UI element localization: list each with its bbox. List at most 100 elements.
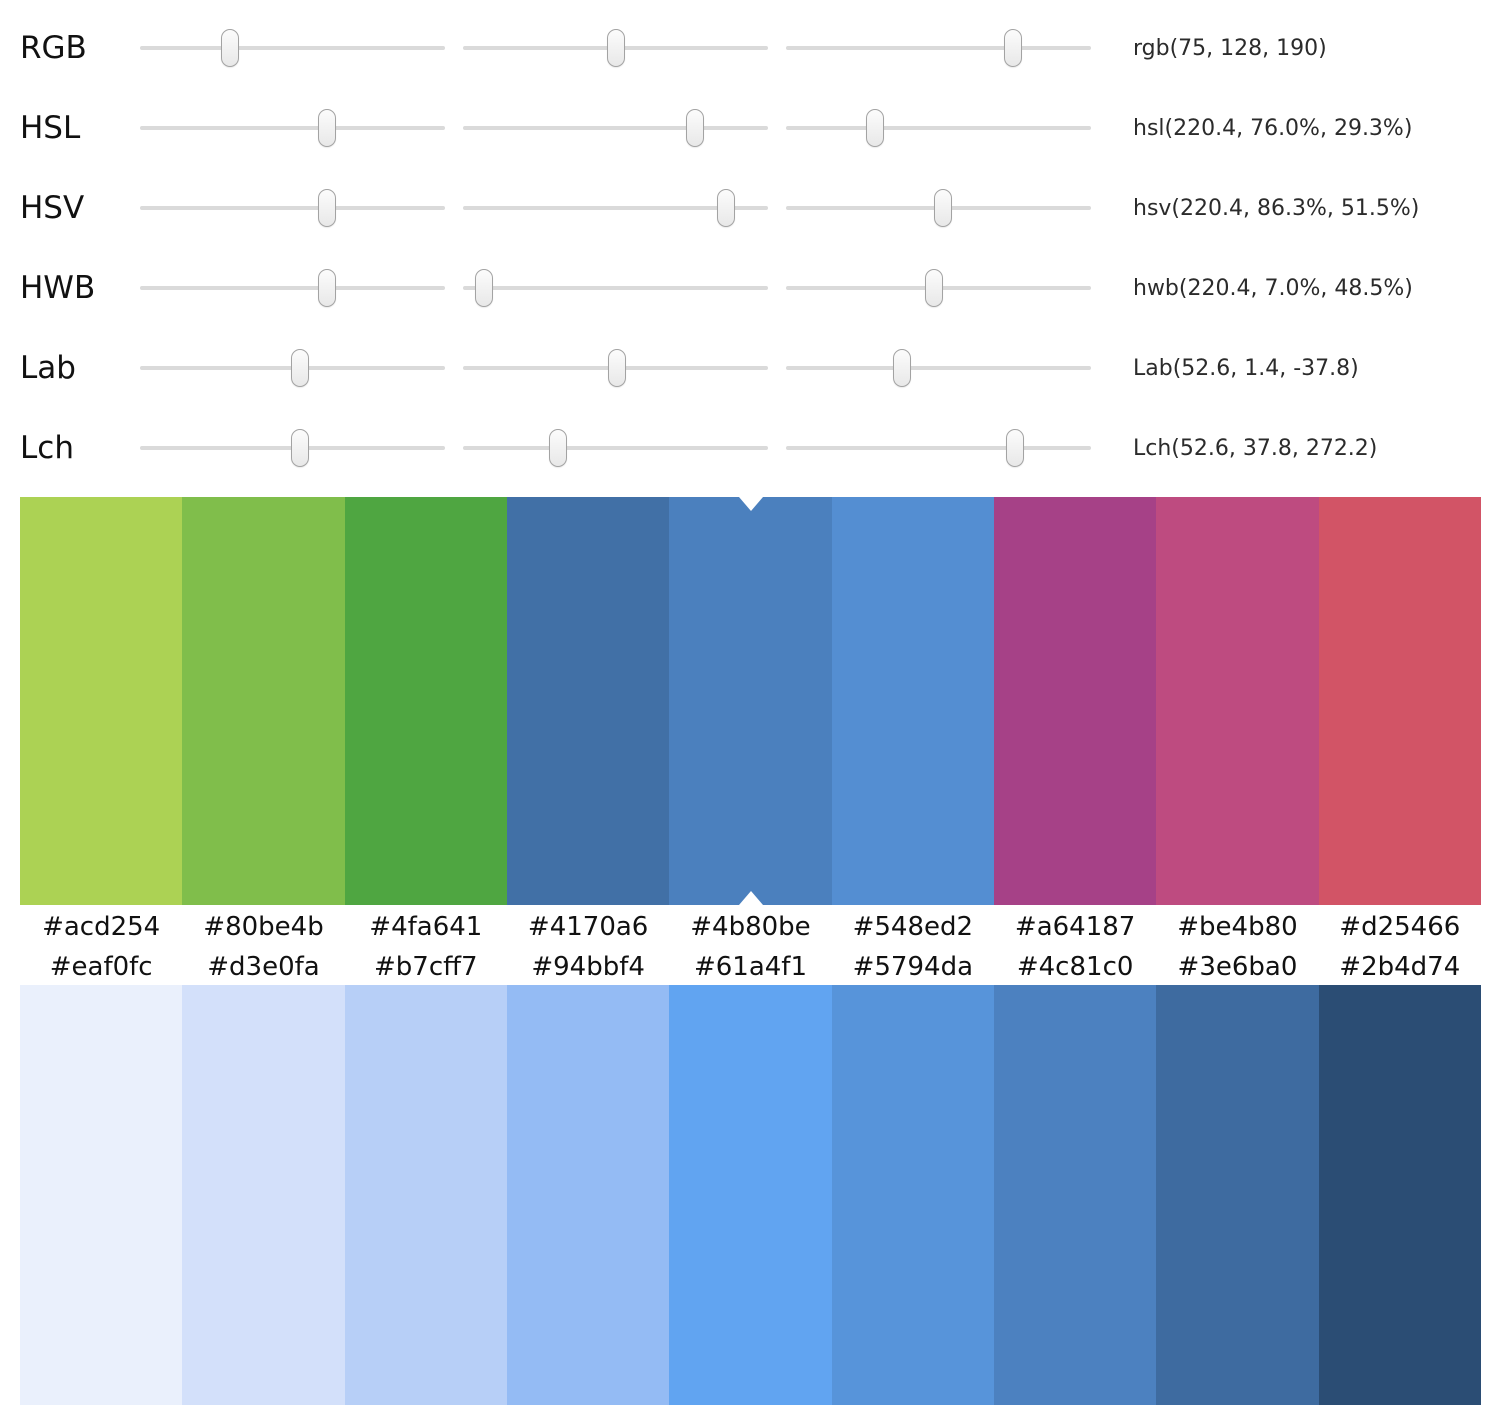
slider-hsv-saturation[interactable] xyxy=(463,185,768,231)
tint-swatch-6[interactable] xyxy=(993,985,1157,1405)
tint-palette xyxy=(20,985,1481,1405)
slider-thumb[interactable] xyxy=(290,349,309,387)
slider-rgb-red[interactable] xyxy=(140,25,445,71)
slider-thumb[interactable] xyxy=(317,109,336,147)
slider-track[interactable] xyxy=(786,366,1091,370)
slider-track[interactable] xyxy=(786,46,1091,50)
hsl-label: HSL xyxy=(20,110,81,146)
slider-track[interactable] xyxy=(786,126,1091,130)
slider-thumb[interactable] xyxy=(892,349,911,387)
hue-swatch-1[interactable] xyxy=(182,497,345,905)
slider-lab-a[interactable] xyxy=(463,345,768,391)
hue-hex-3: #4170a6 xyxy=(527,912,649,942)
hwb-label: HWB xyxy=(20,270,96,306)
slider-thumb[interactable] xyxy=(1005,429,1024,467)
slider-track[interactable] xyxy=(140,126,445,130)
slider-row-hwb: HWB hwb(220.4, 7.0%, 48.5%) xyxy=(0,248,1501,328)
tint-swatch-3[interactable] xyxy=(506,985,670,1405)
hue-swatch-5[interactable] xyxy=(831,497,994,905)
hue-hex-0: #acd254 xyxy=(42,912,161,942)
slider-rgb-blue[interactable] xyxy=(786,25,1091,71)
hue-palette xyxy=(20,497,1481,905)
slider-track[interactable] xyxy=(786,446,1091,450)
hue-swatch-6[interactable] xyxy=(993,497,1157,905)
slider-lch-c[interactable] xyxy=(463,425,768,471)
lab-label: Lab xyxy=(20,350,76,386)
slider-thumb[interactable] xyxy=(1004,29,1023,67)
tint-swatch-1[interactable] xyxy=(182,985,345,1405)
slider-row-hsv: HSV hsv(220.4, 86.3%, 51.5%) xyxy=(0,168,1501,248)
slider-hsl-lightness[interactable] xyxy=(786,105,1091,151)
tint-hex-6: #4c81c0 xyxy=(1016,952,1134,982)
hue-hex-4: #4b80be xyxy=(690,912,811,942)
slider-row-lch: Lch Lch(52.6, 37.8, 272.2) xyxy=(0,408,1501,488)
tint-hex-0: #eaf0fc xyxy=(49,952,153,982)
slider-row-hsl: HSL hsl(220.4, 76.0%, 29.3%) xyxy=(0,88,1501,168)
tint-hex-5: #5794da xyxy=(852,952,973,982)
slider-lab-l[interactable] xyxy=(140,345,445,391)
color-slider-panel: RGB rgb(75, 128, 190) HSL hsl(220. xyxy=(0,0,1501,488)
slider-thumb[interactable] xyxy=(924,269,943,307)
tint-hex-labels: #eaf0fc #d3e0fa #b7cff7 #94bbf4 #61a4f1 … xyxy=(20,949,1481,985)
hue-hex-1: #80be4b xyxy=(203,912,324,942)
slider-track[interactable] xyxy=(463,206,768,210)
slider-hwb-whiteness[interactable] xyxy=(463,265,768,311)
tint-hex-1: #d3e0fa xyxy=(207,952,320,982)
lab-value: Lab(52.6, 1.4, -37.8) xyxy=(1133,355,1359,381)
slider-thumb[interactable] xyxy=(548,429,567,467)
hue-swatch-3[interactable] xyxy=(506,497,670,905)
tint-swatch-7[interactable] xyxy=(1156,985,1319,1405)
hue-hex-6: #a64187 xyxy=(1014,912,1136,942)
hue-hex-8: #d25466 xyxy=(1339,912,1461,942)
tint-swatch-8[interactable] xyxy=(1318,985,1481,1405)
slider-thumb[interactable] xyxy=(290,429,309,467)
slider-thumb[interactable] xyxy=(317,269,336,307)
hue-hex-labels: #acd254 #80be4b #4fa641 #4170a6 #4b80be … xyxy=(20,905,1481,949)
slider-thumb[interactable] xyxy=(475,269,494,307)
slider-track[interactable] xyxy=(463,126,768,130)
hue-swatch-0[interactable] xyxy=(20,497,183,905)
slider-rgb-green[interactable] xyxy=(463,25,768,71)
tint-hex-3: #94bbf4 xyxy=(531,952,645,982)
slider-lab-b[interactable] xyxy=(786,345,1091,391)
tint-swatch-4[interactable] xyxy=(669,985,832,1405)
hue-swatch-8[interactable] xyxy=(1318,497,1481,905)
tint-hex-7: #3e6ba0 xyxy=(1177,952,1298,982)
hsv-label: HSV xyxy=(20,190,85,226)
slider-thumb[interactable] xyxy=(717,189,736,227)
slider-hsl-hue[interactable] xyxy=(140,105,445,151)
slider-thumb[interactable] xyxy=(866,109,885,147)
hsv-value: hsv(220.4, 86.3%, 51.5%) xyxy=(1133,195,1420,221)
tint-swatch-5[interactable] xyxy=(831,985,994,1405)
hue-swatch-2[interactable] xyxy=(344,497,507,905)
slider-thumb[interactable] xyxy=(317,189,336,227)
slider-row-rgb: RGB rgb(75, 128, 190) xyxy=(0,8,1501,88)
tint-swatch-0[interactable] xyxy=(20,985,183,1405)
hue-swatch-4[interactable] xyxy=(669,497,832,905)
slider-lch-l[interactable] xyxy=(140,425,445,471)
slider-thumb[interactable] xyxy=(934,189,953,227)
slider-track[interactable] xyxy=(140,206,445,210)
slider-thumb[interactable] xyxy=(220,29,239,67)
hue-swatch-7[interactable] xyxy=(1156,497,1319,905)
slider-track[interactable] xyxy=(463,286,768,290)
tint-hex-4: #61a4f1 xyxy=(693,952,807,982)
slider-track[interactable] xyxy=(463,446,768,450)
slider-hwb-hue[interactable] xyxy=(140,265,445,311)
hsl-value: hsl(220.4, 76.0%, 29.3%) xyxy=(1133,115,1413,141)
slider-thumb[interactable] xyxy=(608,349,627,387)
slider-hsv-value[interactable] xyxy=(786,185,1091,231)
slider-hwb-blackness[interactable] xyxy=(786,265,1091,311)
slider-thumb[interactable] xyxy=(685,109,704,147)
rgb-value: rgb(75, 128, 190) xyxy=(1133,35,1327,61)
slider-row-lab: Lab Lab(52.6, 1.4, -37.8) xyxy=(0,328,1501,408)
slider-lch-h[interactable] xyxy=(786,425,1091,471)
hwb-value: hwb(220.4, 7.0%, 48.5%) xyxy=(1133,275,1413,301)
slider-track[interactable] xyxy=(140,286,445,290)
slider-hsv-hue[interactable] xyxy=(140,185,445,231)
slider-hsl-saturation[interactable] xyxy=(463,105,768,151)
slider-track[interactable] xyxy=(140,46,445,50)
tint-swatch-2[interactable] xyxy=(344,985,507,1405)
slider-thumb[interactable] xyxy=(607,29,626,67)
hue-hex-2: #4fa641 xyxy=(369,912,483,942)
